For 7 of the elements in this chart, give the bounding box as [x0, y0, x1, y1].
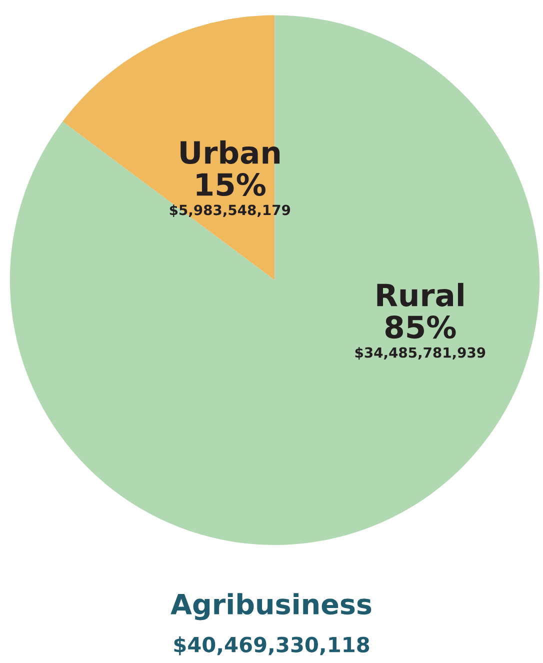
data-label: 15% $5,983,548,179	[170, 172, 290, 218]
slice-label: Rural	[377, 282, 464, 307]
data-label: 85% $34,485,781,939	[355, 316, 486, 360]
slice-label: Urban	[180, 140, 280, 164]
pie-slice	[10, 15, 540, 545]
text: Agribusiness	[170, 593, 372, 620]
text: $40,469,330,118	[174, 636, 370, 656]
